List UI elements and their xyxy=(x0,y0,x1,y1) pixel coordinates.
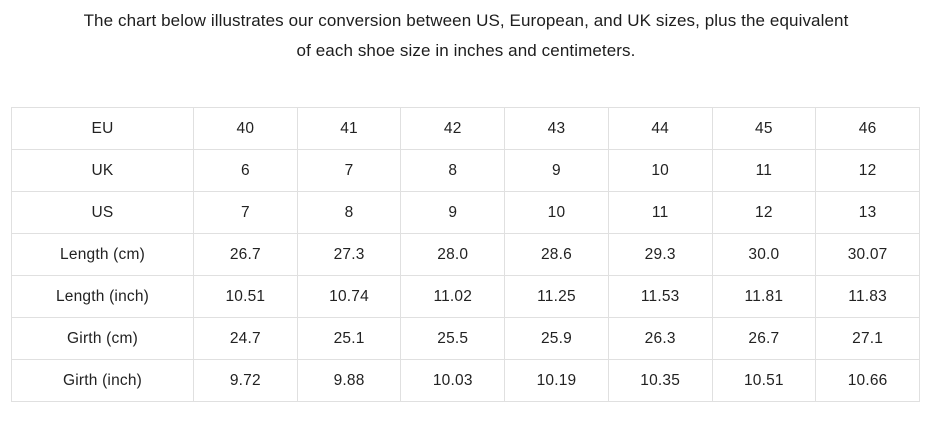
size-table-body: EU 40 41 42 43 44 45 46 UK 6 7 8 9 10 11 12 US 7 8 9 10 11 12 1… xyxy=(11,107,920,402)
table-row: Length (cm) 26.7 27.3 28.0 28.6 29.3 30.0 30.07 xyxy=(11,233,920,276)
value-cell: 11.83 xyxy=(815,275,920,318)
table-row: Girth (cm) 24.7 25.1 25.5 25.9 26.3 26.7 27.1 xyxy=(11,317,920,360)
value-cell: 10.19 xyxy=(504,359,609,402)
value-cell: 11 xyxy=(607,191,713,234)
size-conversion-table: EU 40 41 42 43 44 45 46 UK 6 7 8 9 10 11 12 US 7 8 9 10 11 12 1… xyxy=(11,107,920,402)
value-cell: 25.5 xyxy=(400,317,506,360)
table-row: Length (inch) 10.51 10.74 11.02 11.25 11.53 11… xyxy=(11,275,920,318)
value-cell: 10 xyxy=(504,191,609,234)
intro-text: The chart below illustrates our conversi… xyxy=(0,0,932,66)
value-cell: 9 xyxy=(504,149,609,192)
value-cell: 7 xyxy=(193,191,298,234)
value-cell: 10.66 xyxy=(815,359,920,402)
value-cell: 11.25 xyxy=(504,275,609,318)
value-cell: 26.7 xyxy=(711,317,817,360)
value-cell: 10.51 xyxy=(193,275,298,318)
value-cell: 10 xyxy=(607,149,713,192)
row-label-cell: UK xyxy=(11,149,194,192)
value-cell: 10.35 xyxy=(607,359,713,402)
intro-line-2: of each shoe size in inches and centimet… xyxy=(296,41,636,60)
value-cell: 10.74 xyxy=(296,275,402,318)
value-cell: 26.7 xyxy=(193,233,298,276)
table-row: EU 40 41 42 43 44 45 46 xyxy=(11,107,920,150)
table-row: Girth (inch) 9.72 9.88 10.03 10.19 10.35 10.51… xyxy=(11,359,920,402)
value-cell: 11.02 xyxy=(400,275,506,318)
value-cell: 6 xyxy=(193,149,298,192)
value-cell: 40 xyxy=(193,107,298,150)
value-cell: 8 xyxy=(400,149,506,192)
value-cell: 43 xyxy=(504,107,609,150)
value-cell: 44 xyxy=(607,107,713,150)
value-cell: 24.7 xyxy=(193,317,298,360)
value-cell: 30.0 xyxy=(711,233,817,276)
value-cell: 7 xyxy=(296,149,402,192)
value-cell: 26.3 xyxy=(607,317,713,360)
value-cell: 28.0 xyxy=(400,233,506,276)
value-cell: 9.88 xyxy=(296,359,402,402)
value-cell: 11.81 xyxy=(711,275,817,318)
value-cell: 11.53 xyxy=(607,275,713,318)
value-cell: 30.07 xyxy=(815,233,920,276)
value-cell: 13 xyxy=(815,191,920,234)
row-label-cell: Length (inch) xyxy=(11,275,194,318)
value-cell: 46 xyxy=(815,107,920,150)
value-cell: 8 xyxy=(296,191,402,234)
value-cell: 28.6 xyxy=(504,233,609,276)
value-cell: 11 xyxy=(711,149,817,192)
value-cell: 41 xyxy=(296,107,402,150)
value-cell: 27.3 xyxy=(296,233,402,276)
value-cell: 12 xyxy=(711,191,817,234)
table-row: US 7 8 9 10 11 12 13 xyxy=(11,191,920,234)
value-cell: 29.3 xyxy=(607,233,713,276)
page: The chart below illustrates our conversi… xyxy=(0,0,932,402)
row-label-cell: EU xyxy=(11,107,194,150)
value-cell: 9.72 xyxy=(193,359,298,402)
value-cell: 27.1 xyxy=(815,317,920,360)
row-label-cell: US xyxy=(11,191,194,234)
row-label-cell: Girth (cm) xyxy=(11,317,194,360)
intro-line-1: The chart below illustrates our conversi… xyxy=(83,11,849,30)
value-cell: 12 xyxy=(815,149,920,192)
value-cell: 45 xyxy=(711,107,817,150)
value-cell: 10.03 xyxy=(400,359,506,402)
value-cell: 25.1 xyxy=(296,317,402,360)
row-label-cell: Length (cm) xyxy=(11,233,194,276)
table-row: UK 6 7 8 9 10 11 12 xyxy=(11,149,920,192)
value-cell: 25.9 xyxy=(504,317,609,360)
value-cell: 10.51 xyxy=(711,359,817,402)
row-label-cell: Girth (inch) xyxy=(11,359,194,402)
value-cell: 9 xyxy=(400,191,506,234)
value-cell: 42 xyxy=(400,107,506,150)
